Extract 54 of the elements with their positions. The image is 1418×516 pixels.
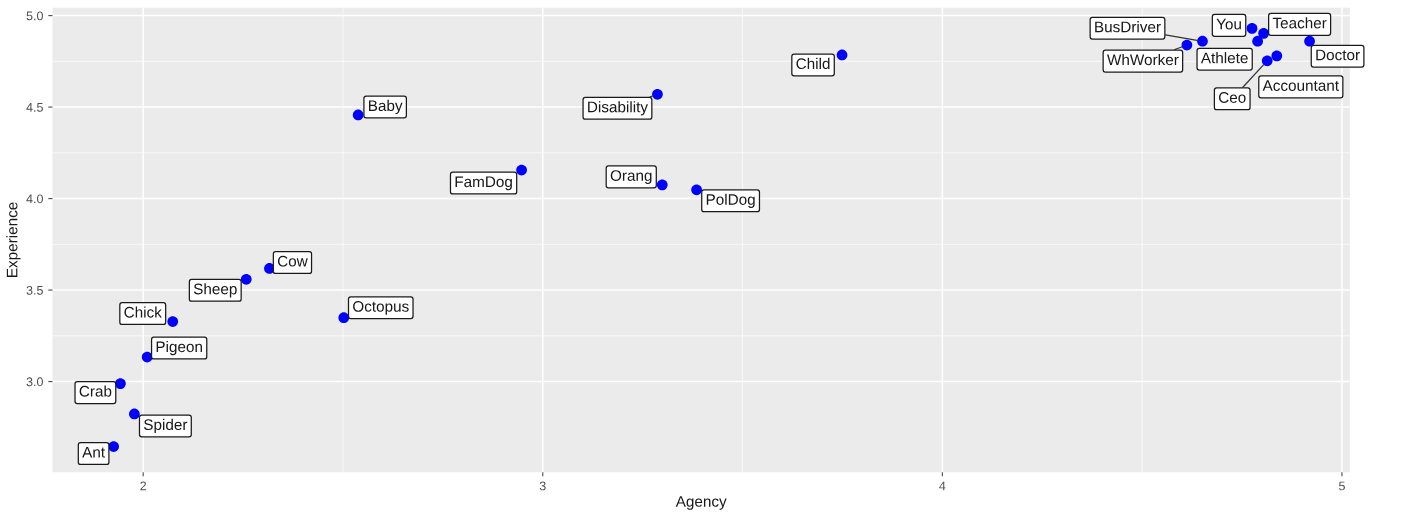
series-label: WhWorker — [1107, 53, 1179, 66]
series-label: Chick — [124, 306, 162, 318]
series-label: Child — [796, 57, 830, 70]
y-tick-label: 4.0 — [26, 194, 43, 204]
y-tick-label: 3.5 — [26, 285, 43, 295]
point — [1252, 35, 1264, 47]
text: Ceo — [1218, 92, 1246, 103]
series-label: Pigeon — [156, 340, 202, 356]
series-label: Cow — [277, 255, 308, 267]
point — [129, 408, 140, 420]
point — [167, 316, 179, 327]
series-label: Octopus — [353, 300, 409, 315]
point — [652, 88, 663, 100]
y-axis-title: Experience — [6, 202, 21, 277]
y-tick-label: 4.5 — [26, 103, 43, 112]
series-label: Teacher — [1272, 17, 1327, 29]
point — [352, 109, 364, 121]
series-label: Ant — [82, 446, 105, 458]
point — [115, 378, 126, 389]
series-label: FamDog — [455, 176, 512, 191]
y-tick-label: 5.0 — [26, 11, 43, 21]
series-label: You — [1216, 18, 1241, 30]
point — [1261, 55, 1273, 67]
series-label: Athlete — [1200, 52, 1248, 64]
series-label: Baby — [369, 99, 403, 115]
point — [240, 273, 252, 285]
point — [1258, 27, 1269, 39]
point — [1246, 23, 1258, 34]
series-label: Crab — [79, 385, 112, 397]
series-label: Accountant — [1262, 80, 1339, 91]
point — [1197, 35, 1208, 47]
x-tick-label: 2 — [140, 481, 147, 491]
x-tick-label: 3 — [539, 481, 546, 491]
series-label: Sheep — [193, 283, 237, 298]
point — [1181, 39, 1193, 51]
point — [656, 179, 668, 191]
text: BusDriver — [1095, 21, 1161, 33]
x-tick-label: 5 — [1338, 481, 1345, 491]
series-label: Disability — [588, 101, 648, 116]
point — [516, 164, 527, 176]
point — [338, 312, 350, 324]
series-label: Spider — [144, 418, 188, 434]
series-label: Doctor — [1316, 49, 1360, 61]
point — [1304, 35, 1315, 47]
x-axis-title: Agency — [675, 496, 727, 510]
y-tick-label: 3.0 — [26, 377, 43, 387]
point — [108, 441, 119, 452]
point — [1271, 50, 1283, 62]
series-label: PolDog — [706, 193, 755, 208]
series-label: Orang — [610, 170, 652, 184]
x-tick-label: 4 — [939, 481, 946, 491]
point — [836, 49, 848, 61]
point — [141, 351, 153, 363]
point — [691, 184, 702, 196]
